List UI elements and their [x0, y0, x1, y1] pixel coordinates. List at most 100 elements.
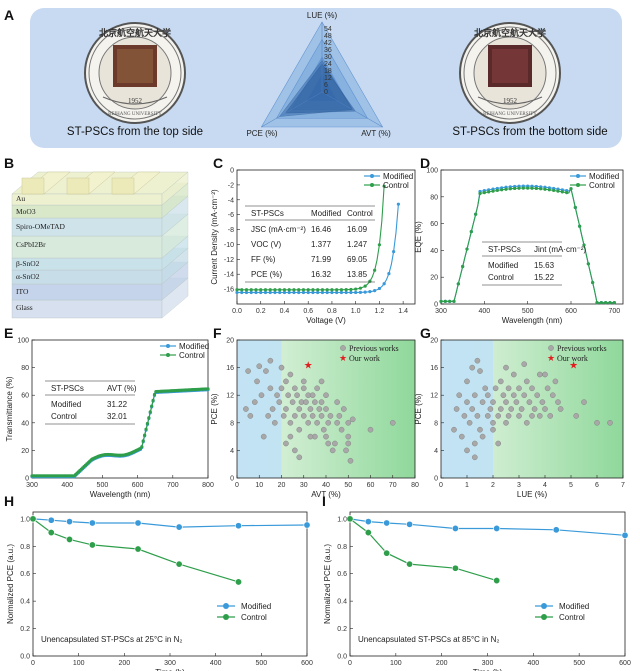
previous-work-point	[461, 413, 468, 419]
y-tick-label: 0.6	[20, 571, 30, 578]
legend-marker-1	[541, 614, 547, 620]
stability-point-control	[346, 515, 354, 523]
y-tick-label: 8	[230, 420, 234, 427]
previous-work-point	[539, 399, 546, 405]
y-tick-label: -12	[224, 257, 234, 264]
legend-marker-0	[576, 174, 580, 178]
legend-marker-0	[166, 344, 170, 348]
chart-f-scatter: 0 10 20 30 40 50 60 70 80 0 4 8 12 16 20 AVT (%) PCE (%)…	[210, 338, 419, 500]
eqe-curve-1-point	[439, 299, 443, 303]
eqe-curve-1-point	[491, 189, 495, 193]
stability-point-modified	[235, 522, 243, 530]
previous-work-point	[300, 385, 307, 392]
previous-work-point	[345, 440, 352, 447]
previous-work-point	[272, 419, 278, 426]
jv-curve-control-point	[330, 288, 334, 292]
previous-work-point	[479, 399, 486, 405]
y-tick-label: 0	[25, 476, 29, 483]
previous-work-point	[503, 364, 509, 371]
stability-point-modified	[451, 524, 459, 532]
y-tick-label: -6	[228, 212, 234, 219]
table-cell: PCE (%)	[251, 270, 282, 279]
previous-work-point	[510, 371, 517, 378]
au-finger-front-2	[111, 177, 135, 195]
previous-work-point	[552, 378, 559, 385]
previous-work-point	[283, 406, 289, 412]
jv-curve-modified-point	[263, 290, 268, 295]
jv-curve-modified-point	[320, 290, 325, 295]
legend-label-1: Control	[559, 613, 585, 622]
previous-work-point	[300, 413, 307, 419]
previous-work-point	[466, 419, 473, 426]
x-axis-label: LUE (%)	[517, 490, 548, 499]
previous-work-point	[307, 433, 314, 440]
previous-work-point	[456, 392, 463, 399]
radar-tick-8: 48	[324, 33, 332, 40]
table-cell: 16.32	[311, 270, 332, 279]
x-tick-label: 0	[439, 482, 443, 489]
radar-label-lue: LUE (%)	[307, 11, 338, 20]
jv-curve-modified-point	[259, 290, 263, 295]
transmittance-curve-1-point	[151, 398, 155, 402]
eqe-curve-1-point	[556, 189, 560, 193]
legend-label-1: Control	[241, 613, 267, 622]
x-tick-label: 700	[608, 308, 620, 315]
previous-work-point	[325, 440, 332, 447]
panel-label-g: G	[420, 325, 431, 341]
jv-curve-modified-point	[330, 290, 334, 295]
panel-label-e: E	[4, 325, 13, 341]
legend-previous-label: Previous works	[557, 344, 607, 353]
previous-work-point	[329, 447, 336, 454]
x-tick-label: 0	[348, 660, 352, 667]
stability-point-modified	[134, 519, 142, 527]
stability-point-control	[383, 549, 391, 557]
y-axis-label: EQE (%)	[414, 221, 423, 253]
x-tick-label: 500	[522, 308, 534, 315]
table-cell: 16.09	[347, 225, 368, 234]
jv-curve-control-point	[335, 288, 339, 292]
transmittance-curve-1-point	[150, 404, 154, 408]
jv-curve-control-point	[292, 288, 296, 292]
stability-line-modified	[349, 518, 626, 536]
x-tick-label: 1	[465, 482, 469, 489]
previous-work-point	[516, 413, 522, 419]
previous-work-point	[484, 392, 491, 399]
table-cell: 13.85	[347, 270, 368, 279]
previous-work-point	[529, 385, 535, 392]
jv-curve-modified-point	[292, 290, 296, 295]
previous-work-point	[537, 413, 543, 419]
y-tick-label: 0	[230, 476, 234, 483]
jv-curve-modified-point	[382, 282, 386, 286]
x-tick-label: 600	[301, 660, 313, 667]
radar-tick-4: 24	[324, 61, 332, 68]
previous-work-point	[464, 399, 470, 405]
blue-region	[441, 340, 493, 478]
previous-work-point	[338, 426, 345, 433]
radar-tick-3: 18	[324, 68, 332, 75]
eqe-curve-1-point	[565, 191, 569, 195]
transmittance-curve-1-point	[152, 392, 157, 397]
eqe-curve-1-point	[569, 187, 573, 191]
stability-point-modified	[88, 519, 96, 527]
layer-label-4: β-SnO2	[16, 259, 40, 268]
previous-work-point	[497, 406, 504, 412]
y-tick-label: 20	[226, 338, 234, 345]
table-cell: Modified	[488, 261, 518, 270]
previous-work-point	[521, 392, 528, 399]
table-header: ST-PSCs	[51, 384, 84, 393]
layer-label-2: Spiro-OMeTAD	[16, 222, 66, 231]
stability-point-control	[235, 578, 243, 586]
previous-work-point	[474, 413, 481, 419]
previous-work-point	[607, 419, 613, 426]
previous-work-point	[469, 364, 476, 371]
eqe-curve-1-point	[612, 301, 616, 305]
eqe-curve-1-point	[500, 188, 504, 192]
seal-right-chars: 北京航空航天大学	[474, 27, 546, 38]
previous-work-point	[555, 399, 561, 405]
jv-curve-control-point	[316, 288, 320, 292]
x-tick-label: 500	[97, 482, 109, 489]
x-tick-label: 40	[322, 482, 330, 489]
previous-work-point	[510, 392, 517, 399]
previous-work-point	[464, 378, 470, 385]
y-tick-label: -14	[224, 272, 234, 279]
